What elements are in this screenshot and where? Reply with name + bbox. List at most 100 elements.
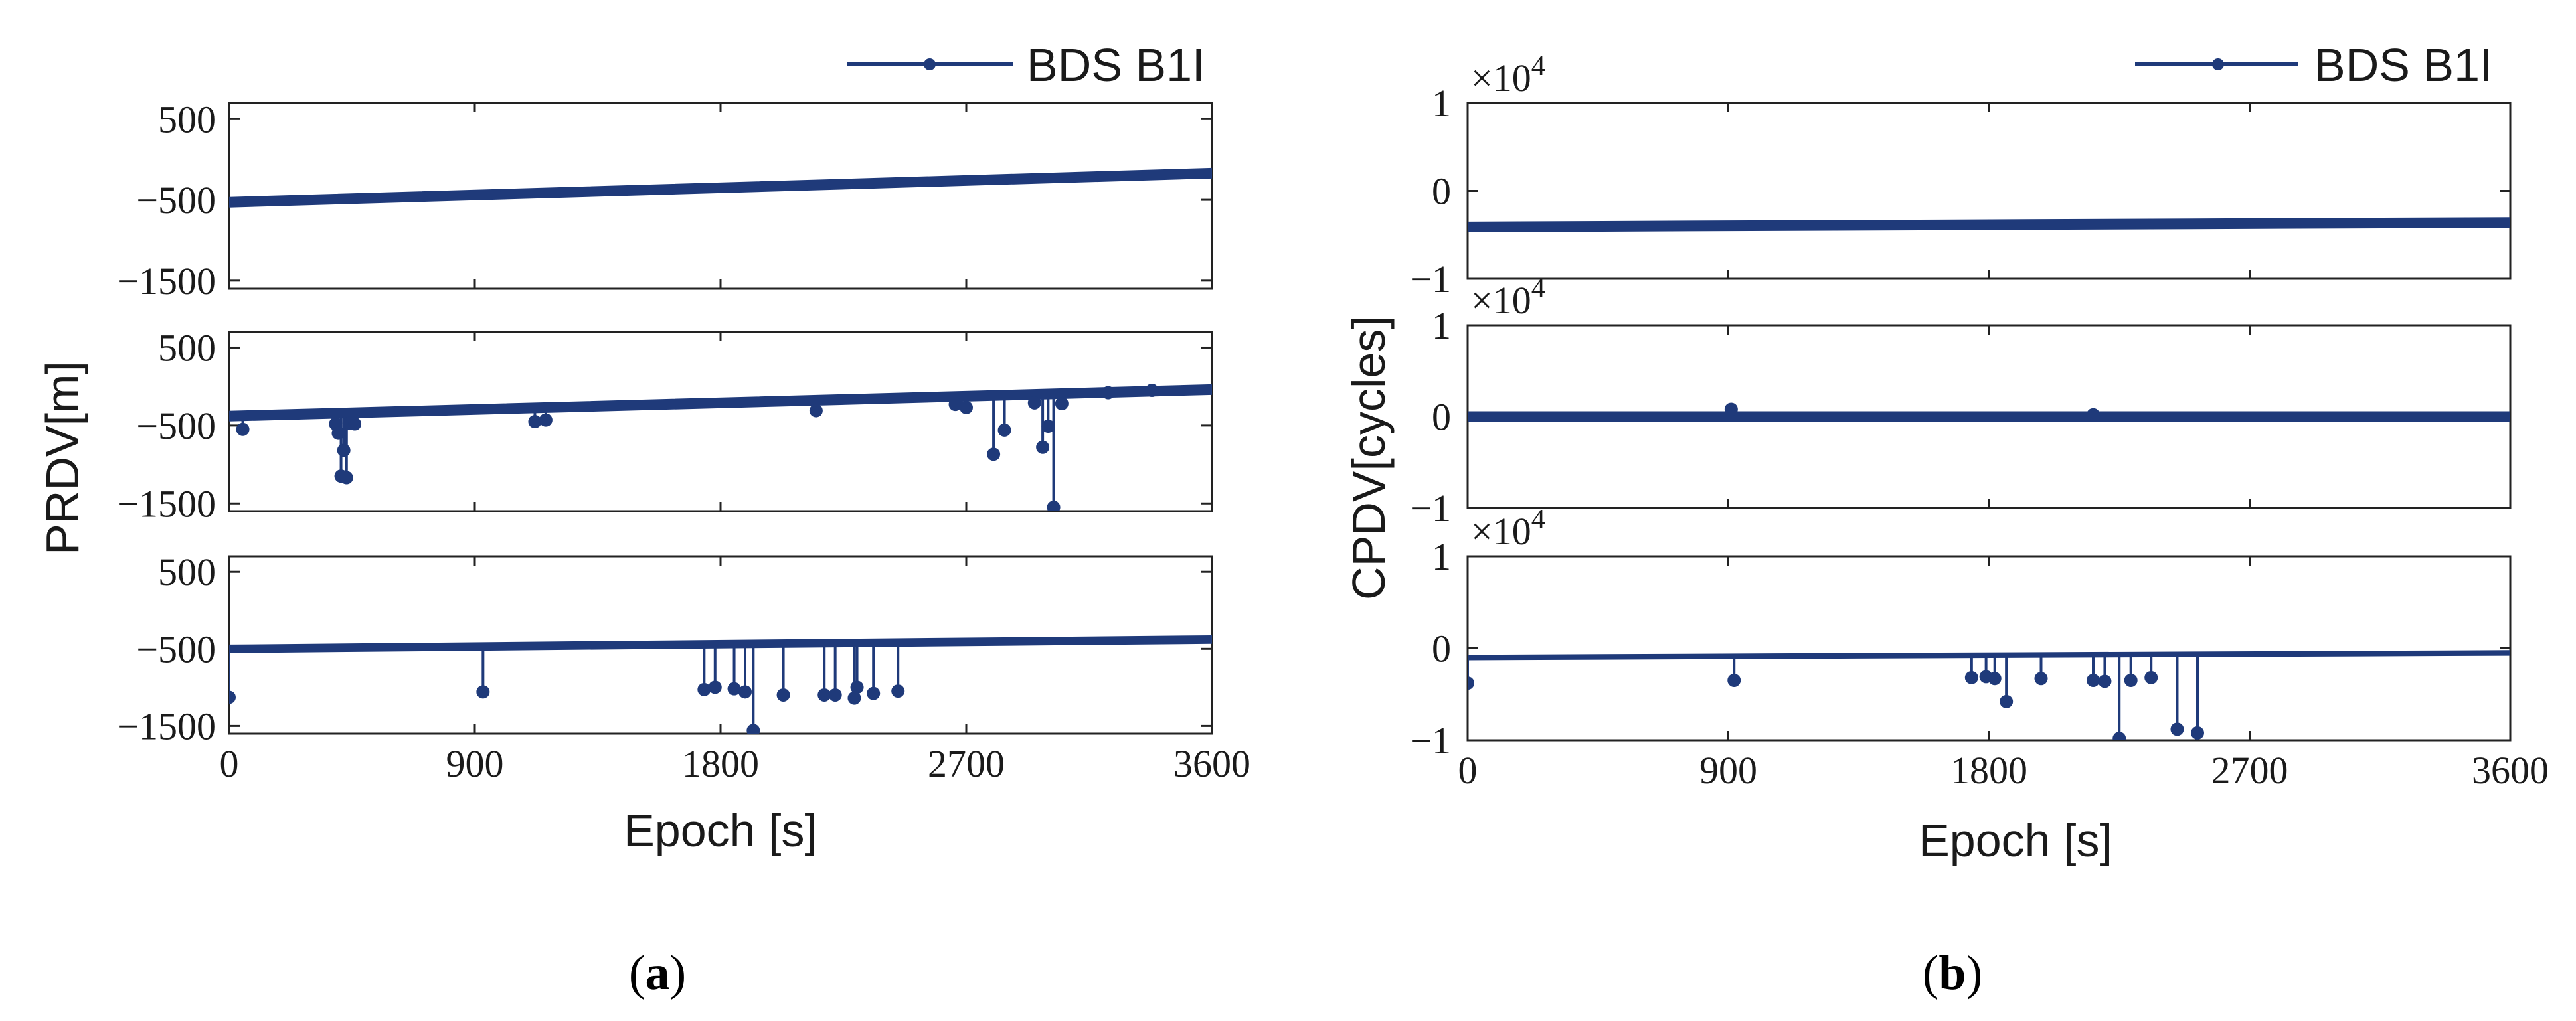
xlabel-b: Epoch [s] — [1919, 815, 2112, 866]
y-tick-label: 1 — [1432, 82, 1451, 125]
y-tick-label: 0 — [1432, 627, 1451, 670]
sublabel-a: (a) — [629, 946, 686, 1000]
outlier-point — [229, 690, 236, 704]
outlier-point — [2000, 694, 2014, 708]
y-tick-label: −1 — [1410, 487, 1451, 530]
series-line — [229, 384, 1212, 422]
subplot-b-3: 1 0 −1 ×104 — [1410, 505, 2512, 762]
outlier-point — [236, 422, 250, 436]
y-tick-label: 1 — [1432, 304, 1451, 347]
legend-a: BDS B1I — [847, 39, 1205, 91]
subplot-a-1: 500 −500 −1500 — [117, 98, 1213, 303]
series-band — [1468, 650, 2510, 661]
outlier-point — [339, 471, 353, 485]
subplot-a-3: 500 −500 −1500 — [117, 550, 1213, 747]
outlier-point — [2034, 672, 2048, 686]
outlier-point — [817, 688, 831, 702]
plot-area — [1468, 217, 2510, 232]
series-band — [229, 635, 1212, 653]
y-tick-label: −1 — [1410, 719, 1451, 762]
outlier-point — [1027, 396, 1041, 410]
ylabel-a: PRDV[m] — [37, 361, 88, 555]
x-tick-label: 1800 — [682, 742, 759, 785]
subplot-a-2: 500 −500 −1500 — [117, 326, 1213, 525]
outlier-point — [1988, 672, 2002, 686]
plot-area — [229, 635, 1212, 734]
outlier-point — [1055, 397, 1069, 410]
xlabel-a: Epoch [s] — [624, 805, 817, 856]
outlier-point — [2098, 674, 2112, 688]
x-tick-label: 2700 — [928, 742, 1005, 785]
outlier-point — [1724, 402, 1738, 416]
x-tick-label: 3600 — [1173, 742, 1250, 785]
y-tick-label: −500 — [136, 179, 216, 222]
sublabel-b: (b) — [1923, 946, 1982, 1000]
outlier-point — [337, 443, 351, 457]
outlier-point — [476, 685, 490, 699]
outlier-point — [746, 724, 760, 734]
outlier-point — [2124, 673, 2138, 687]
outlier-point — [1101, 386, 1115, 400]
y-tick-label: 1 — [1432, 535, 1451, 578]
axes-frame — [1466, 102, 2512, 280]
x-tick-label: 900 — [446, 742, 504, 785]
subplot-b-1: 1 0 −1 ×104 — [1410, 51, 2512, 301]
outlier-point — [738, 685, 752, 699]
y-tick-label: 0 — [1432, 396, 1451, 439]
outlier-point — [1041, 420, 1055, 433]
y-tick-label: −1500 — [117, 260, 216, 303]
y-tick-label: 500 — [158, 550, 216, 593]
outlier-point — [2170, 722, 2184, 736]
outlier-point — [1145, 384, 1159, 398]
legend-b-marker — [2212, 58, 2224, 70]
outlier-point — [2144, 670, 2158, 684]
y-tick-label: −1500 — [117, 704, 216, 747]
y-scale-label: ×104 — [1471, 505, 1545, 553]
x-tick-label: 0 — [1458, 749, 1478, 792]
y-tick-label: 500 — [158, 326, 216, 369]
legend-b: BDS B1I — [2135, 39, 2492, 91]
y-tick-label: −1 — [1410, 258, 1451, 301]
outlier-point — [997, 423, 1011, 437]
x-tick-label: 0 — [220, 742, 239, 785]
outlier-point — [891, 684, 905, 698]
y-scale-label: ×104 — [1471, 51, 1545, 100]
y-tick-label: −500 — [136, 627, 216, 670]
plot-area — [229, 167, 1212, 208]
outlier-point — [867, 686, 881, 700]
outlier-point — [708, 680, 722, 694]
outlier-point — [2087, 673, 2100, 687]
legend-a-marker — [924, 58, 936, 70]
outlier-point — [331, 426, 345, 440]
outlier-point — [1727, 673, 1741, 687]
outlier-point — [948, 398, 962, 412]
x-tick-label: 1800 — [1950, 749, 2027, 792]
outlier-point — [847, 691, 861, 705]
axes-frame — [228, 331, 1213, 512]
plot-area — [229, 384, 1212, 511]
outlier-point — [1468, 676, 1474, 690]
plot-area — [1468, 402, 2510, 422]
outlier-point — [2112, 732, 2126, 740]
outlier-point — [348, 417, 362, 431]
legend-a-label: BDS B1I — [1027, 39, 1205, 91]
y-tick-label: −1500 — [117, 482, 216, 525]
outlier-point — [697, 682, 711, 696]
y-scale-label: ×104 — [1471, 274, 1545, 322]
outlier-point — [1964, 670, 1978, 684]
outlier-point — [1036, 440, 1050, 454]
outlier-point — [528, 415, 542, 428]
y-tick-label: 0 — [1432, 170, 1451, 213]
plot-area — [1468, 650, 2510, 740]
outlier-point — [727, 682, 741, 696]
outlier-point — [828, 688, 842, 702]
outlier-point — [539, 413, 553, 427]
subplot-b-2: 1 0 −1 ×104 — [1410, 274, 2512, 530]
outlier-point — [850, 680, 864, 694]
x-tick-label: 2700 — [2211, 749, 2288, 792]
outlier-point — [809, 404, 823, 418]
outlier-point — [2087, 408, 2100, 422]
legend-b-label: BDS B1I — [2314, 39, 2492, 91]
